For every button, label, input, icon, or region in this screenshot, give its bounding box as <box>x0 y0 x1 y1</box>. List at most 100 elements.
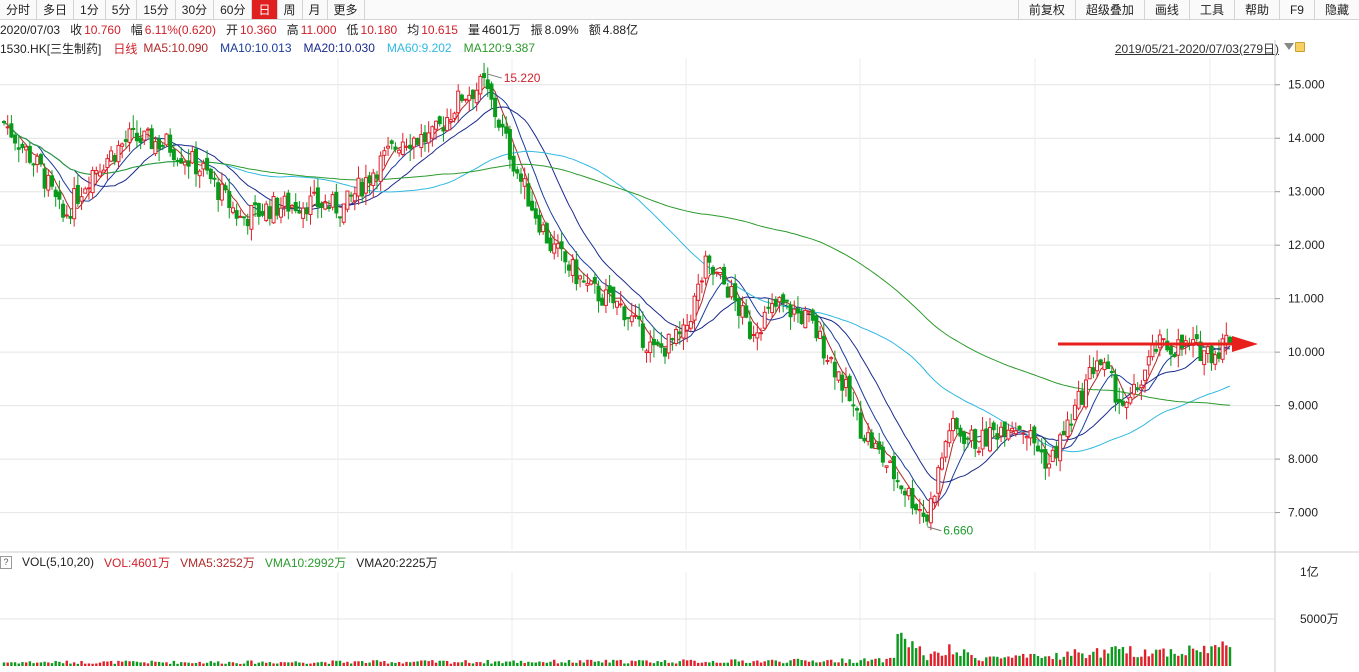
period-tab-9[interactable]: 月 <box>303 0 328 19</box>
volume-bar <box>6 662 9 666</box>
volume-bar <box>678 661 681 666</box>
candle-body <box>596 285 601 302</box>
candle-body <box>1198 341 1203 362</box>
candle-body <box>1117 398 1122 403</box>
candle-body <box>696 283 701 301</box>
volume-bar <box>1132 656 1136 666</box>
amplitude-label: 振 <box>530 23 543 37</box>
volume-bar <box>216 661 220 666</box>
candle-body <box>581 280 586 283</box>
volume-bar <box>1154 649 1158 666</box>
candle-body <box>1213 354 1218 365</box>
change-label: 幅 <box>130 23 143 37</box>
candle-body <box>607 285 612 293</box>
lock-icon[interactable] <box>1295 42 1305 52</box>
candle-body <box>168 134 173 153</box>
candle-body <box>290 204 295 208</box>
candle-body <box>740 305 745 318</box>
volume-bar <box>32 663 35 666</box>
period-tab-4[interactable]: 15分 <box>137 0 176 19</box>
volume-bar <box>549 661 552 666</box>
candle-body <box>1120 400 1125 406</box>
date-range[interactable]: 2019/05/21-2020/07/03(279日) <box>1114 42 1279 56</box>
volume-bar <box>811 660 814 666</box>
tool-tab-3[interactable]: 工具 <box>1188 0 1234 19</box>
volume-bar <box>925 660 929 666</box>
candle-body <box>1228 336 1232 343</box>
period-tab-0[interactable]: 分时 <box>0 0 38 19</box>
candle-body <box>1061 430 1066 436</box>
period-tab-3[interactable]: 5分 <box>106 0 138 19</box>
volume-bar <box>1099 657 1102 666</box>
candle-body <box>101 169 106 173</box>
volume-bar <box>560 662 563 666</box>
candle-body <box>245 218 250 227</box>
volume-bar <box>128 661 131 666</box>
tool-tab-2[interactable]: 画线 <box>1143 0 1189 19</box>
tool-tab-0[interactable]: 前复权 <box>1017 0 1075 19</box>
volume-bar <box>1166 656 1169 666</box>
candle-body <box>1006 429 1011 440</box>
volume-bar <box>320 661 323 666</box>
tool-tab-6[interactable]: 隐藏 <box>1313 0 1359 19</box>
dropdown-arrow-icon[interactable] <box>1284 43 1294 50</box>
candle-body <box>105 158 110 169</box>
candle-body <box>149 128 154 150</box>
volume-bar <box>671 662 674 666</box>
period-tab-1[interactable]: 多日 <box>37 0 75 19</box>
volume-bar <box>966 652 970 666</box>
volume-bar <box>567 660 571 666</box>
volume-bar <box>877 658 881 666</box>
tool-tab-1[interactable]: 超级叠加 <box>1074 0 1144 19</box>
volume-bar <box>841 658 844 666</box>
volume-bar <box>693 660 696 666</box>
volume-bar <box>61 663 65 666</box>
volume-bar <box>405 661 408 666</box>
candle-body <box>629 315 634 323</box>
vol-label: VOL(5,10,20) <box>22 555 95 569</box>
period-tab-2[interactable]: 1分 <box>74 0 106 19</box>
volume-bar <box>999 658 1003 666</box>
candle-body <box>445 117 450 132</box>
candle-body <box>781 294 786 304</box>
volume-bar <box>630 660 633 666</box>
volume-bar <box>1118 649 1121 666</box>
candle-body <box>1224 334 1229 344</box>
volume-bar <box>959 655 962 666</box>
period-tab-8[interactable]: 周 <box>278 0 303 19</box>
candle-body <box>1021 432 1026 435</box>
candle-body <box>5 126 10 129</box>
volume-bar <box>457 662 460 666</box>
volume-bar <box>1202 645 1206 666</box>
volume-bar <box>1062 656 1066 666</box>
period-tab-7[interactable]: 日 <box>252 0 278 19</box>
candle-body <box>692 295 697 321</box>
period-tabs: 分时 多日 1分 5分 15分 30分 60分日周月更多 <box>0 0 365 19</box>
period-tab-10[interactable]: 更多 <box>328 0 365 19</box>
help-icon[interactable]: ? <box>0 555 12 569</box>
candle-body <box>888 460 893 464</box>
volume-bar <box>623 663 626 666</box>
period-tab-6[interactable]: 60分 <box>214 0 253 19</box>
volume-bar <box>1106 653 1110 666</box>
candle-body <box>160 144 165 147</box>
volume-bar <box>172 660 176 666</box>
low-item: 低 10.180 <box>347 21 398 38</box>
candle-body <box>744 305 749 318</box>
candle-body <box>1054 445 1059 458</box>
volume-bar <box>113 663 116 666</box>
tool-tab-4[interactable]: 帮助 <box>1233 0 1279 19</box>
volume-bar <box>689 659 693 666</box>
volume-bar <box>1070 655 1073 666</box>
price-tick-label: 7.000 <box>1288 506 1318 520</box>
tool-tab-5[interactable]: F9 <box>1278 0 1314 19</box>
volume-bar <box>900 632 903 666</box>
close-value: 10.760 <box>84 23 121 37</box>
avg-item: 均 10.615 <box>407 21 458 38</box>
period-tab-5[interactable]: 30分 <box>176 0 215 19</box>
volume-bar <box>918 646 922 666</box>
candle-body <box>201 162 206 170</box>
volume-bar <box>228 661 231 666</box>
candle-body <box>803 309 808 329</box>
volume-bar <box>117 660 120 666</box>
